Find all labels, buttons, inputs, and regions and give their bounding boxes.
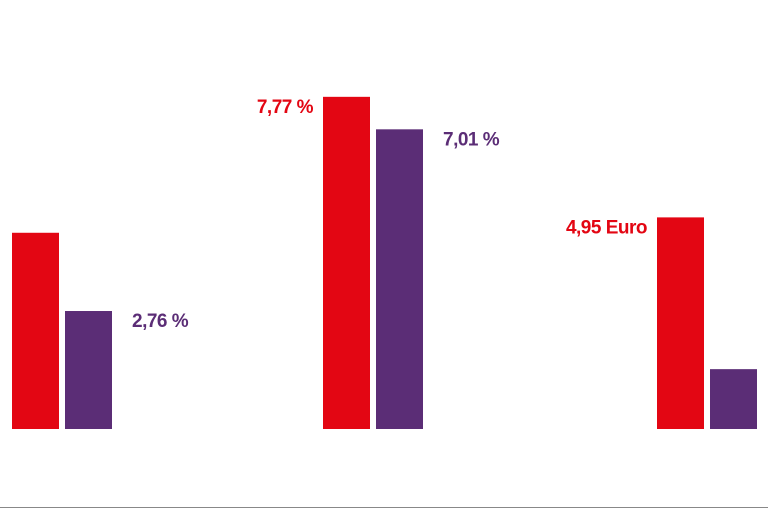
bar bbox=[323, 96, 370, 430]
bar bbox=[657, 217, 704, 429]
value-label: 4,95 Euro bbox=[566, 217, 647, 238]
bar bbox=[12, 232, 59, 429]
value-label: 7,01 % bbox=[443, 129, 500, 150]
value-label: 7,77 % bbox=[257, 97, 314, 118]
bar bbox=[376, 129, 423, 429]
bar bbox=[65, 311, 112, 429]
bar bbox=[710, 369, 757, 429]
value-label: 2,76 % bbox=[132, 311, 189, 332]
